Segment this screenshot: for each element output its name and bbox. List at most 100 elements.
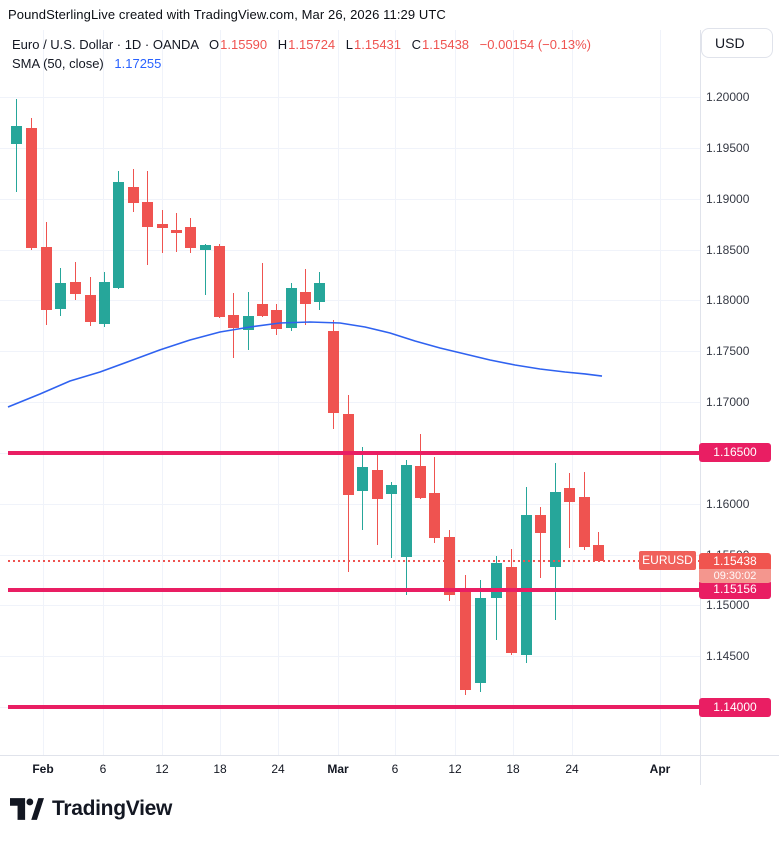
candle[interactable] [563, 488, 575, 502]
candle[interactable] [84, 295, 96, 322]
candle[interactable] [10, 126, 22, 144]
tradingview-logo-text: TradingView [52, 797, 173, 820]
h-gridline [0, 198, 700, 200]
h-gridline [0, 147, 700, 149]
attribution-bar: PoundSterlingLive created with TradingVi… [8, 7, 446, 22]
candle[interactable] [285, 288, 297, 328]
candle[interactable] [170, 230, 182, 234]
candle[interactable] [184, 227, 196, 248]
candle-wick [261, 263, 263, 317]
h-gridline [0, 97, 700, 98]
indicator-value: 1.17255 [114, 56, 162, 71]
candle[interactable] [25, 128, 37, 248]
high-label: H [277, 37, 288, 52]
candle[interactable] [443, 537, 455, 596]
currency-button[interactable]: USD [701, 28, 773, 58]
price-tick-label: 1.17500 [706, 344, 750, 359]
candle-wick [376, 454, 378, 546]
h-gridline [0, 656, 700, 658]
candle[interactable] [534, 515, 546, 534]
candle[interactable] [127, 187, 139, 204]
price-tick-label: 1.18000 [706, 293, 750, 308]
candle[interactable] [592, 545, 604, 561]
candle[interactable] [54, 283, 66, 309]
price-level-badge: 1.16500 [699, 443, 771, 463]
low-value: 1.15431 [354, 37, 402, 52]
candle[interactable] [385, 485, 397, 494]
v-gridline [660, 30, 661, 755]
candle[interactable] [459, 592, 471, 690]
change-value: −0.00154 (−0.13%) [479, 37, 591, 52]
candle[interactable] [213, 246, 225, 317]
candle[interactable] [428, 493, 440, 538]
candle[interactable] [199, 245, 211, 250]
symbol-price-label: EURUSD [639, 551, 696, 571]
time-tick-label: Mar [327, 762, 349, 776]
candle[interactable] [578, 497, 590, 547]
price-axis-border [700, 30, 701, 785]
close-label: C [411, 37, 422, 52]
time-axis-border [0, 755, 779, 756]
time-tick-label: 6 [99, 762, 107, 776]
price-tick-label: 1.19000 [706, 191, 750, 206]
candle[interactable] [69, 282, 81, 294]
candle[interactable] [156, 224, 168, 229]
candle[interactable] [299, 292, 311, 304]
candle[interactable] [313, 283, 325, 302]
time-tick-label: 12 [155, 762, 169, 776]
candle[interactable] [356, 467, 368, 491]
tradingview-logo-icon [10, 797, 44, 820]
candle[interactable] [112, 182, 124, 288]
v-gridline [455, 30, 456, 755]
candle[interactable] [141, 202, 153, 227]
v-gridline [278, 30, 279, 755]
low-label: L [345, 37, 354, 52]
time-tick-label: Feb [32, 762, 54, 776]
candle[interactable] [270, 310, 282, 329]
high-value: 1.15724 [288, 37, 336, 52]
candle[interactable] [520, 515, 532, 656]
time-tick-label: 6 [391, 762, 399, 776]
h-gridline [0, 351, 700, 353]
candle-wick [204, 244, 206, 295]
support-resistance-line[interactable] [8, 450, 700, 455]
candle[interactable] [227, 315, 239, 328]
candle[interactable] [549, 492, 561, 567]
v-gridline [220, 30, 221, 755]
price-tick-label: 1.15000 [706, 598, 750, 613]
candle[interactable] [414, 466, 426, 498]
h-gridline [0, 554, 700, 556]
candle-wick [568, 473, 570, 548]
h-gridline [0, 402, 700, 403]
candle[interactable] [40, 247, 52, 310]
price-level-badge: 1.15156 [699, 580, 771, 599]
support-resistance-line[interactable] [8, 587, 700, 592]
candle[interactable] [400, 465, 412, 557]
candle[interactable] [474, 598, 486, 683]
attribution-text: PoundSterlingLive created with TradingVi… [8, 7, 446, 22]
candle[interactable] [505, 567, 517, 653]
time-tick-label: 24 [271, 762, 285, 776]
h-gridline [0, 605, 700, 607]
price-level-badge: 1.14000 [699, 697, 771, 717]
legend-indicator-row: SMA (50, close) 1.17255 [12, 54, 591, 73]
time-tick-label: 12 [448, 762, 462, 776]
candle[interactable] [256, 304, 268, 316]
candle-wick [495, 556, 497, 640]
support-resistance-line[interactable] [8, 705, 700, 709]
symbol-title: Euro / U.S. Dollar · 1D · OANDA [12, 37, 199, 52]
open-value: 1.15590 [220, 37, 268, 52]
price-tick-label: 1.16000 [706, 496, 750, 511]
candle-wick [390, 482, 392, 558]
candle[interactable] [490, 563, 502, 598]
price-tick-label: 1.19500 [706, 140, 750, 155]
candle[interactable] [371, 470, 383, 499]
open-label: O [209, 37, 220, 52]
candle-wick [539, 507, 541, 579]
candle[interactable] [242, 316, 254, 330]
candle[interactable] [327, 331, 339, 413]
candle[interactable] [98, 282, 110, 324]
current-price-badge: 1.15438 09:30:02 [699, 552, 771, 583]
